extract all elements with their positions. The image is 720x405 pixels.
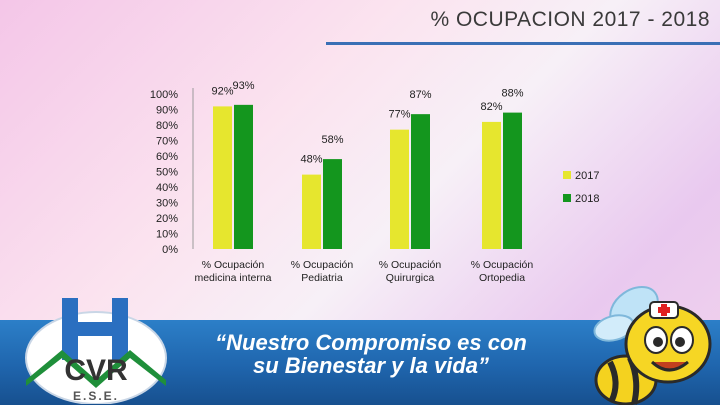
x-tick-label: % Ocupación [202, 259, 265, 271]
logo-letters: CVR [64, 354, 128, 387]
bar-value-label: 58% [321, 134, 343, 146]
y-tick-label: 50% [156, 167, 178, 179]
bar-2017-2 [390, 129, 409, 249]
x-tick-label: Pediatria [301, 272, 343, 284]
bar-2018-2 [411, 114, 430, 250]
bar-value-label: 88% [501, 88, 523, 100]
legend-label: 2017 [575, 170, 599, 182]
y-tick-label: 70% [156, 136, 178, 148]
bars-group [213, 104, 522, 250]
slogan-line-1: “Nuestro Compromiso es con [215, 330, 527, 355]
x-tick-label: medicina interna [194, 272, 271, 284]
bar-value-label: 87% [409, 89, 431, 101]
y-tick-label: 100% [150, 89, 178, 101]
y-tick-label: 90% [156, 105, 178, 117]
bar-labels-group: 92% 48% 77% 82% 93% 58% 87% 88% [211, 80, 523, 166]
legend-label: 2018 [575, 193, 599, 205]
x-tick-label: Quirurgica [386, 272, 435, 284]
x-tick-label: % Ocupación [291, 259, 354, 271]
x-tick-label: % Ocupación [379, 259, 442, 271]
title-underline [326, 42, 720, 45]
slogan-text: “Nuestro Compromiso es con su Bienestar … [196, 331, 546, 377]
bee-mascot-icon [593, 286, 712, 405]
bar-2017-0 [213, 106, 232, 250]
bar-value-label: 77% [388, 109, 410, 121]
legend: 2017 2018 [563, 170, 599, 205]
x-tick-label: % Ocupación [471, 259, 534, 271]
bar-2018-1 [323, 159, 342, 249]
hospital-logo: CVR E.S.E. [25, 298, 167, 404]
bar-2018-3 [503, 112, 522, 249]
logo-subtitle: E.S.E. [73, 389, 119, 403]
y-tick-label: 60% [156, 151, 178, 163]
y-tick-label: 20% [156, 213, 178, 225]
bar-2017-3 [482, 121, 501, 249]
y-axis: 0% 10% 20% 30% 40% 50% 60% 70% 80% 90% 100% [150, 88, 194, 256]
legend-swatch-2017 [563, 171, 571, 179]
y-tick-label: 0% [162, 244, 178, 256]
bar-2017-1 [302, 174, 321, 249]
bar-value-label: 82% [480, 101, 502, 113]
slide-title: % OCUPACION 2017 - 2018 [430, 8, 710, 31]
y-tick-label: 10% [156, 229, 178, 241]
legend-swatch-2018 [563, 194, 571, 202]
bar-value-label: 48% [300, 154, 322, 166]
bar-value-label: 92% [211, 85, 233, 97]
bar-value-label: 93% [232, 80, 254, 92]
y-tick-label: 30% [156, 198, 178, 210]
y-tick-label: 40% [156, 182, 178, 194]
y-tick-label: 80% [156, 120, 178, 132]
bar-2018-0 [234, 104, 253, 249]
x-tick-label: Ortopedia [479, 272, 525, 284]
slogan-line-2: su Bienestar y la vida” [253, 353, 489, 378]
occupancy-bar-chart: 0% 10% 20% 30% 40% 50% 60% 70% 80% 90% 100% 92% 48%… [150, 80, 600, 284]
